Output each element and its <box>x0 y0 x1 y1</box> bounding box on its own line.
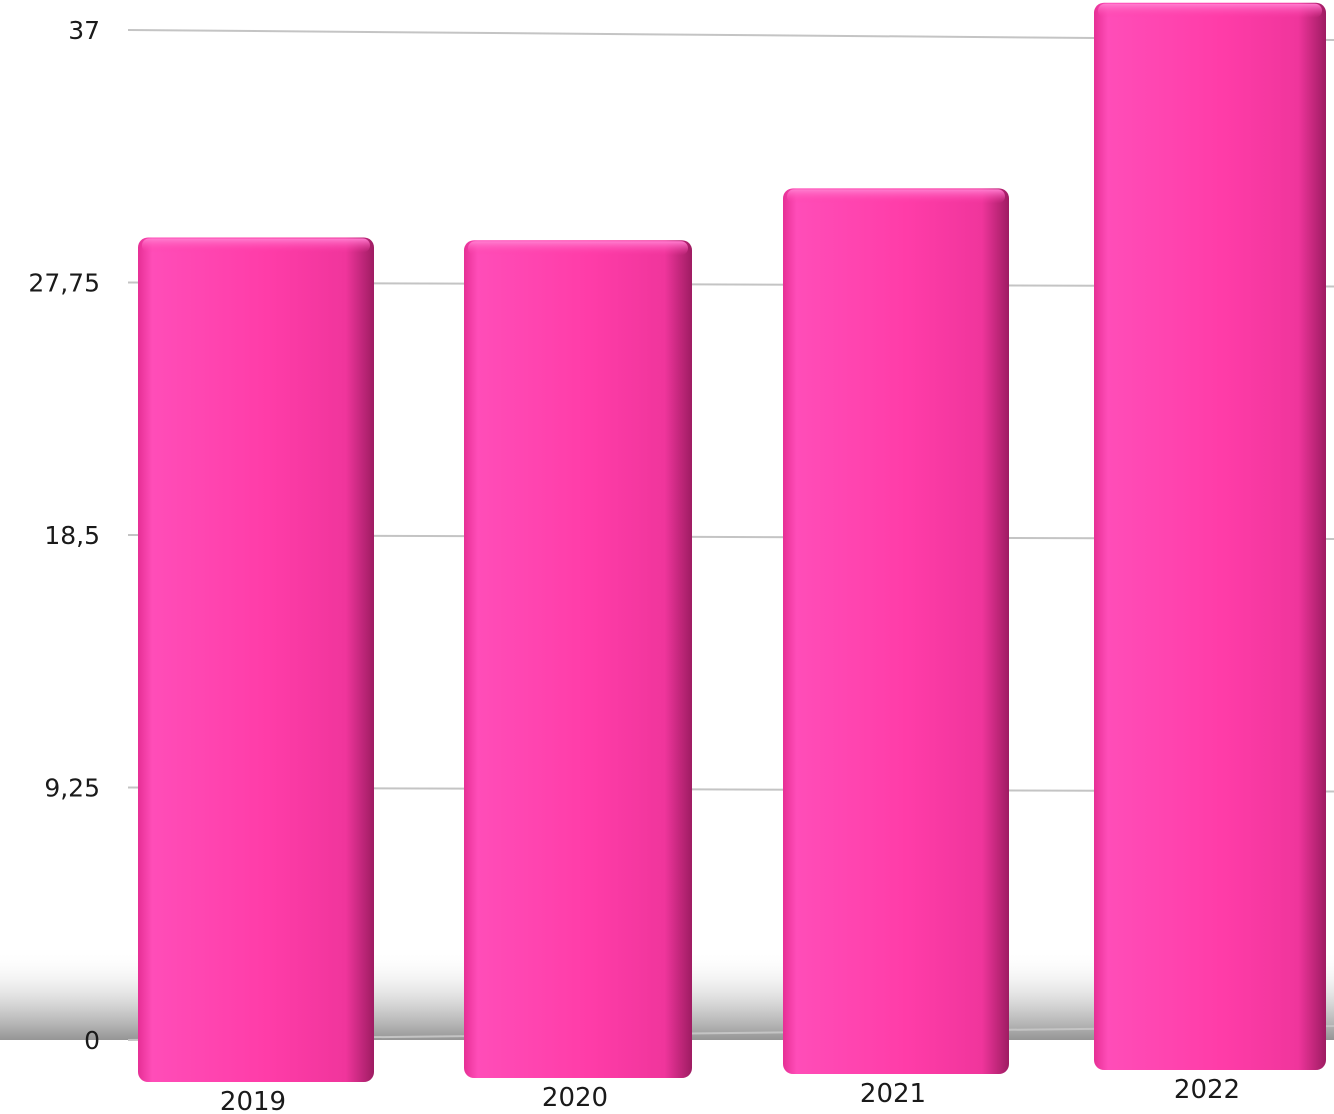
x-category-label: 2020 <box>542 1083 608 1113</box>
y-tick-label: 0 <box>84 1026 100 1055</box>
y-tick-label: 9,25 <box>44 774 100 803</box>
y-tick-label: 18,5 <box>44 521 100 550</box>
bar <box>464 240 692 1078</box>
y-tick-label: 27,75 <box>28 269 100 298</box>
bar-top-highlight <box>1098 3 1322 18</box>
bar-2022 <box>1094 2 1326 1070</box>
bar-2020 <box>464 240 692 1078</box>
x-category-label: 2021 <box>860 1079 926 1109</box>
bar <box>1094 2 1326 1070</box>
bar-top-highlight <box>468 241 688 256</box>
bar-top-highlight <box>787 189 1005 204</box>
y-tick-label: 37 <box>68 16 100 45</box>
bar-2021 <box>783 188 1009 1074</box>
bars <box>138 2 1326 1082</box>
x-axis-category-labels: 2019 2020 2021 2022 <box>220 1075 1240 1114</box>
bar-2019 <box>138 237 374 1082</box>
bar <box>138 237 374 1082</box>
y-axis-tick-labels: 0 9,25 18,5 27,75 37 <box>28 16 100 1055</box>
bar-top-highlight <box>142 238 370 253</box>
x-category-label: 2022 <box>1174 1075 1240 1105</box>
bar <box>783 188 1009 1074</box>
x-category-label: 2019 <box>220 1087 286 1114</box>
